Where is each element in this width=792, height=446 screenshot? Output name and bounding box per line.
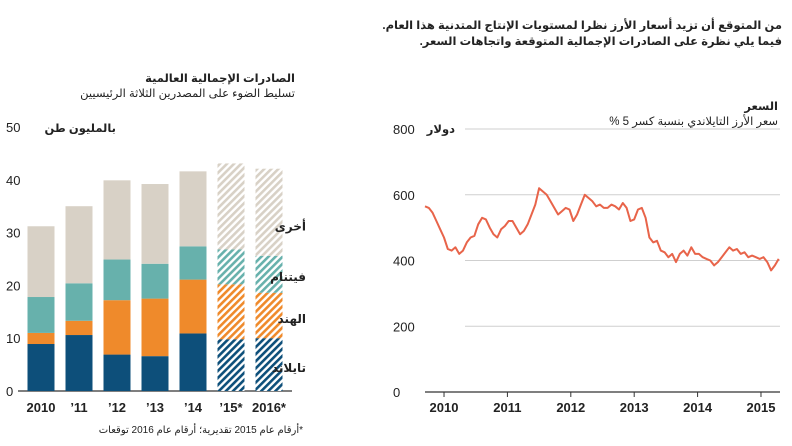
bar-segment [217, 339, 245, 391]
bar-segment [179, 171, 207, 247]
bar-segment [27, 332, 55, 345]
series-label: الهند [278, 312, 306, 326]
bar-segment [141, 263, 169, 299]
y-tick-label: 10 [6, 331, 20, 346]
bar-segment [255, 168, 283, 256]
intro-line-1: من المتوقع أن تزيد أسعار الأرز نظرا لمست… [382, 20, 782, 32]
bar-segment [255, 292, 283, 339]
x-tick-label: 2013 [620, 400, 649, 415]
x-tick-label: 2015 [747, 400, 776, 415]
series-label: أخرى [275, 218, 306, 233]
y-tick-label: 30 [6, 226, 20, 241]
price-chart-heading: السعر سعر الأرز التايلاندي بنسبة كسر 5 % [480, 100, 778, 130]
x-tick-label: ’11 [70, 400, 87, 415]
y-tick-label: 800 [393, 122, 415, 137]
intro-line-2: فيما يلي نظرة على الصادرات الإجمالية الم… [419, 36, 782, 48]
y-tick-label: 600 [393, 188, 415, 203]
x-tick-label: ’13 [146, 400, 164, 415]
bar-segment [141, 298, 169, 357]
bar-segment [103, 354, 131, 391]
exports-chart-title: الصادرات الإجمالية العالمية [145, 73, 295, 85]
bar-segment [103, 300, 131, 355]
y-tick-label: 0 [393, 385, 400, 400]
x-tick-label: 2012 [556, 400, 585, 415]
y-axis-unit: دولار [426, 124, 455, 137]
price-series-line [424, 187, 780, 272]
intro-text: من المتوقع أن تزيد أسعار الأرز نظرا لمست… [342, 18, 782, 50]
y-tick-label: 20 [6, 278, 20, 293]
bar-segment [255, 255, 283, 293]
y-tick-label: 400 [393, 254, 415, 269]
x-tick-label: 2014 [683, 400, 713, 415]
x-tick-label: ’12 [108, 400, 126, 415]
bar-segment [179, 333, 207, 391]
price-chart-title: السعر [744, 101, 778, 113]
bar-segment [141, 356, 169, 391]
exports-chart-heading: الصادرات الإجمالية العالمية تسليط الضوء … [20, 72, 295, 102]
bar-segment [65, 320, 93, 336]
bar-segment [27, 297, 55, 333]
bar-segment [27, 226, 55, 298]
y-tick-label: 0 [6, 384, 13, 399]
x-tick-label: 2010 [27, 400, 56, 415]
x-tick-label: ’15* [219, 400, 243, 415]
price-chart-subtitle: سعر الأرز التايلاندي بنسبة كسر 5 % [609, 116, 778, 128]
bar-segment [65, 206, 93, 284]
bar-segment [179, 246, 207, 280]
bar-segment [27, 344, 55, 391]
x-tick-label: 2010 [430, 400, 459, 415]
bar-segment [179, 279, 207, 334]
bar-segment [103, 180, 131, 260]
bar-segment [103, 259, 131, 301]
bar-segment [217, 249, 245, 285]
x-tick-label: 2016* [252, 400, 287, 415]
rice-price-line-chart: 0 200 400 600 800 دولار 2010 2011 2012 2013 2014 20… [393, 122, 780, 415]
series-label: فيتنام [270, 270, 306, 285]
x-tick-label: ’14 [184, 400, 203, 415]
y-tick-label: 200 [393, 319, 415, 334]
bar-segment [217, 163, 245, 250]
exports-stacked-bar-chart: 0 10 20 30 40 50 بالمليون طن 2010 ’11 ’12 ’13 ’14 ’1… [6, 120, 306, 415]
y-axis-unit: بالمليون طن [45, 123, 116, 136]
bar-segment [141, 184, 169, 264]
footnote: *أرقام عام 2015 تقديرية؛ أرقام عام 2016 … [98, 425, 303, 436]
y-tick-label: 40 [6, 173, 20, 188]
bar-segment [217, 284, 245, 340]
bar-segment [65, 283, 93, 321]
y-tick-label: 50 [6, 120, 20, 135]
bar-segment [65, 335, 93, 391]
bar-segment [255, 338, 283, 391]
x-tick-label: 2011 [493, 400, 521, 415]
exports-chart-subtitle: تسليط الضوء على المصدرين الثلاثة الرئيسي… [80, 88, 295, 100]
series-label: تايلاند [272, 361, 306, 375]
